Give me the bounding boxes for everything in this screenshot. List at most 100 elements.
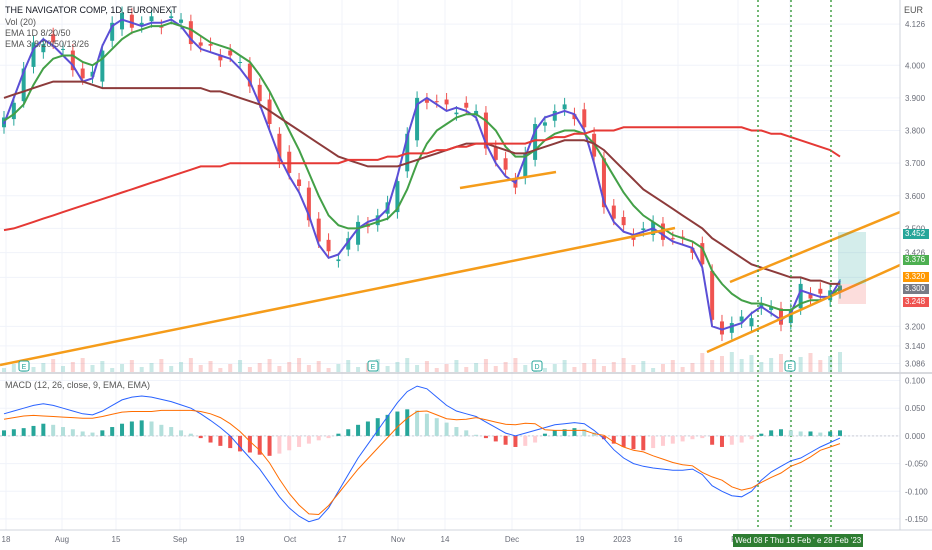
marker-label: E: [788, 364, 793, 371]
macd-histogram-bar: [385, 414, 390, 436]
candle-body: [542, 122, 547, 126]
macd-histogram-bar: [729, 435, 734, 445]
candle-body: [316, 218, 321, 242]
time-tick-label: 18: [2, 535, 11, 544]
candle-body: [356, 221, 361, 245]
macd-histogram-bar: [316, 435, 321, 441]
macd-histogram-bar: [651, 435, 656, 449]
time-tick-label: 2023: [613, 535, 631, 544]
candle-body: [552, 110, 557, 121]
macd-line-0: [3, 385, 841, 523]
volume-bar: [159, 359, 164, 372]
macd-histogram-bar: [798, 431, 803, 436]
volume-bar: [641, 361, 646, 372]
candle-body: [601, 158, 606, 208]
trend-line: [459, 170, 557, 190]
candle-body: [464, 102, 469, 108]
volume-bar: [434, 368, 439, 372]
candle-body: [218, 55, 223, 61]
macd-histogram-bar: [179, 430, 184, 436]
macd-histogram-bar: [2, 430, 6, 436]
date-badge-2[interactable]: Thu 16 Feb '23: [768, 534, 826, 547]
ema-lines: [3, 18, 841, 331]
volume-bar: [51, 359, 56, 372]
time-tick-label: Oct: [284, 535, 297, 544]
macd-histogram-bar: [444, 422, 449, 436]
volume-bar: [257, 363, 262, 372]
volume-bar: [670, 360, 675, 372]
marker-label: E: [22, 364, 27, 371]
ema-line-1: [3, 21, 841, 311]
date-badge-1[interactable]: Wed 08 F: [733, 534, 772, 547]
volume-bar: [729, 352, 734, 372]
macd-histogram-bar: [159, 424, 164, 436]
candle-body: [41, 44, 46, 53]
candle-body: [139, 22, 144, 27]
volume-bar: [90, 365, 95, 372]
candle-body: [749, 318, 754, 327]
candle-body: [729, 323, 734, 333]
volume-bar: [818, 360, 823, 372]
ema-legend-2[interactable]: EMA 3 8/20/50/13/26: [5, 39, 90, 49]
macd-histogram-bar: [110, 427, 115, 436]
volume-bar: [582, 363, 587, 372]
volume-bar: [552, 364, 557, 372]
volume-bar: [336, 364, 341, 372]
volume-bar: [385, 366, 390, 372]
candle-body: [444, 99, 449, 105]
volume-bar: [601, 366, 606, 372]
macd-histogram-bar: [120, 423, 125, 436]
time-tick-label: Sep: [173, 535, 188, 544]
volume-bar: [808, 353, 813, 372]
time-tick-label: Nov: [391, 535, 405, 544]
macd-histogram-bar: [739, 435, 744, 443]
volume-bar: [503, 362, 508, 372]
candle-body: [523, 153, 528, 178]
macd-histogram-bar: [680, 435, 685, 442]
macd-histogram-bar: [61, 427, 66, 436]
macd-histogram-bar: [710, 435, 715, 445]
date-badge-3[interactable]: e 28 Feb '23: [815, 534, 864, 547]
macd-tick-label: 0.050: [905, 404, 926, 413]
volume-bar: [631, 365, 636, 372]
volume-bar: [218, 368, 223, 372]
candle-body: [415, 97, 420, 141]
volume-bar: [680, 367, 685, 372]
marker-label: D: [534, 364, 539, 371]
candle-body: [188, 21, 193, 45]
volume-bar: [778, 354, 783, 372]
macd-histogram-bar: [208, 435, 213, 443]
macd-histogram-bar: [533, 435, 538, 443]
macd-histogram-bar: [503, 435, 508, 445]
candle-body: [818, 288, 823, 294]
time-tick-label: Aug: [55, 535, 69, 544]
candle-body: [21, 68, 26, 102]
macd-histogram-bar: [631, 435, 636, 450]
macd-tick-label: -0.150: [905, 515, 928, 524]
macd-histogram-bar: [395, 411, 400, 436]
candle-body: [346, 238, 351, 250]
candle-body: [719, 321, 724, 335]
volume-bar: [710, 360, 715, 372]
volume-bar: [228, 364, 233, 372]
time-tick-label: 19: [576, 535, 585, 544]
volume-bar: [395, 362, 400, 372]
candle-body: [70, 50, 75, 71]
candle-body: [238, 62, 243, 63]
ema-legend-1[interactable]: EMA 1D 8/20/50: [5, 28, 71, 38]
candle-body: [120, 13, 125, 30]
macd-histogram-bar: [228, 435, 233, 449]
vol-legend[interactable]: Vol (20): [5, 17, 37, 27]
candle-body: [90, 71, 95, 77]
volume-bar: [749, 355, 754, 372]
trend-lines[interactable]: [0, 170, 901, 367]
macd-legend[interactable]: MACD (12, 26, close, 9, EMA, EMA): [5, 380, 151, 390]
candle-body: [434, 101, 439, 103]
volume-bar: [405, 358, 410, 372]
volume-bar: [592, 359, 597, 372]
volume-bars: [2, 352, 842, 372]
volume-bar: [297, 358, 302, 372]
macd-histogram-bar: [405, 409, 410, 436]
